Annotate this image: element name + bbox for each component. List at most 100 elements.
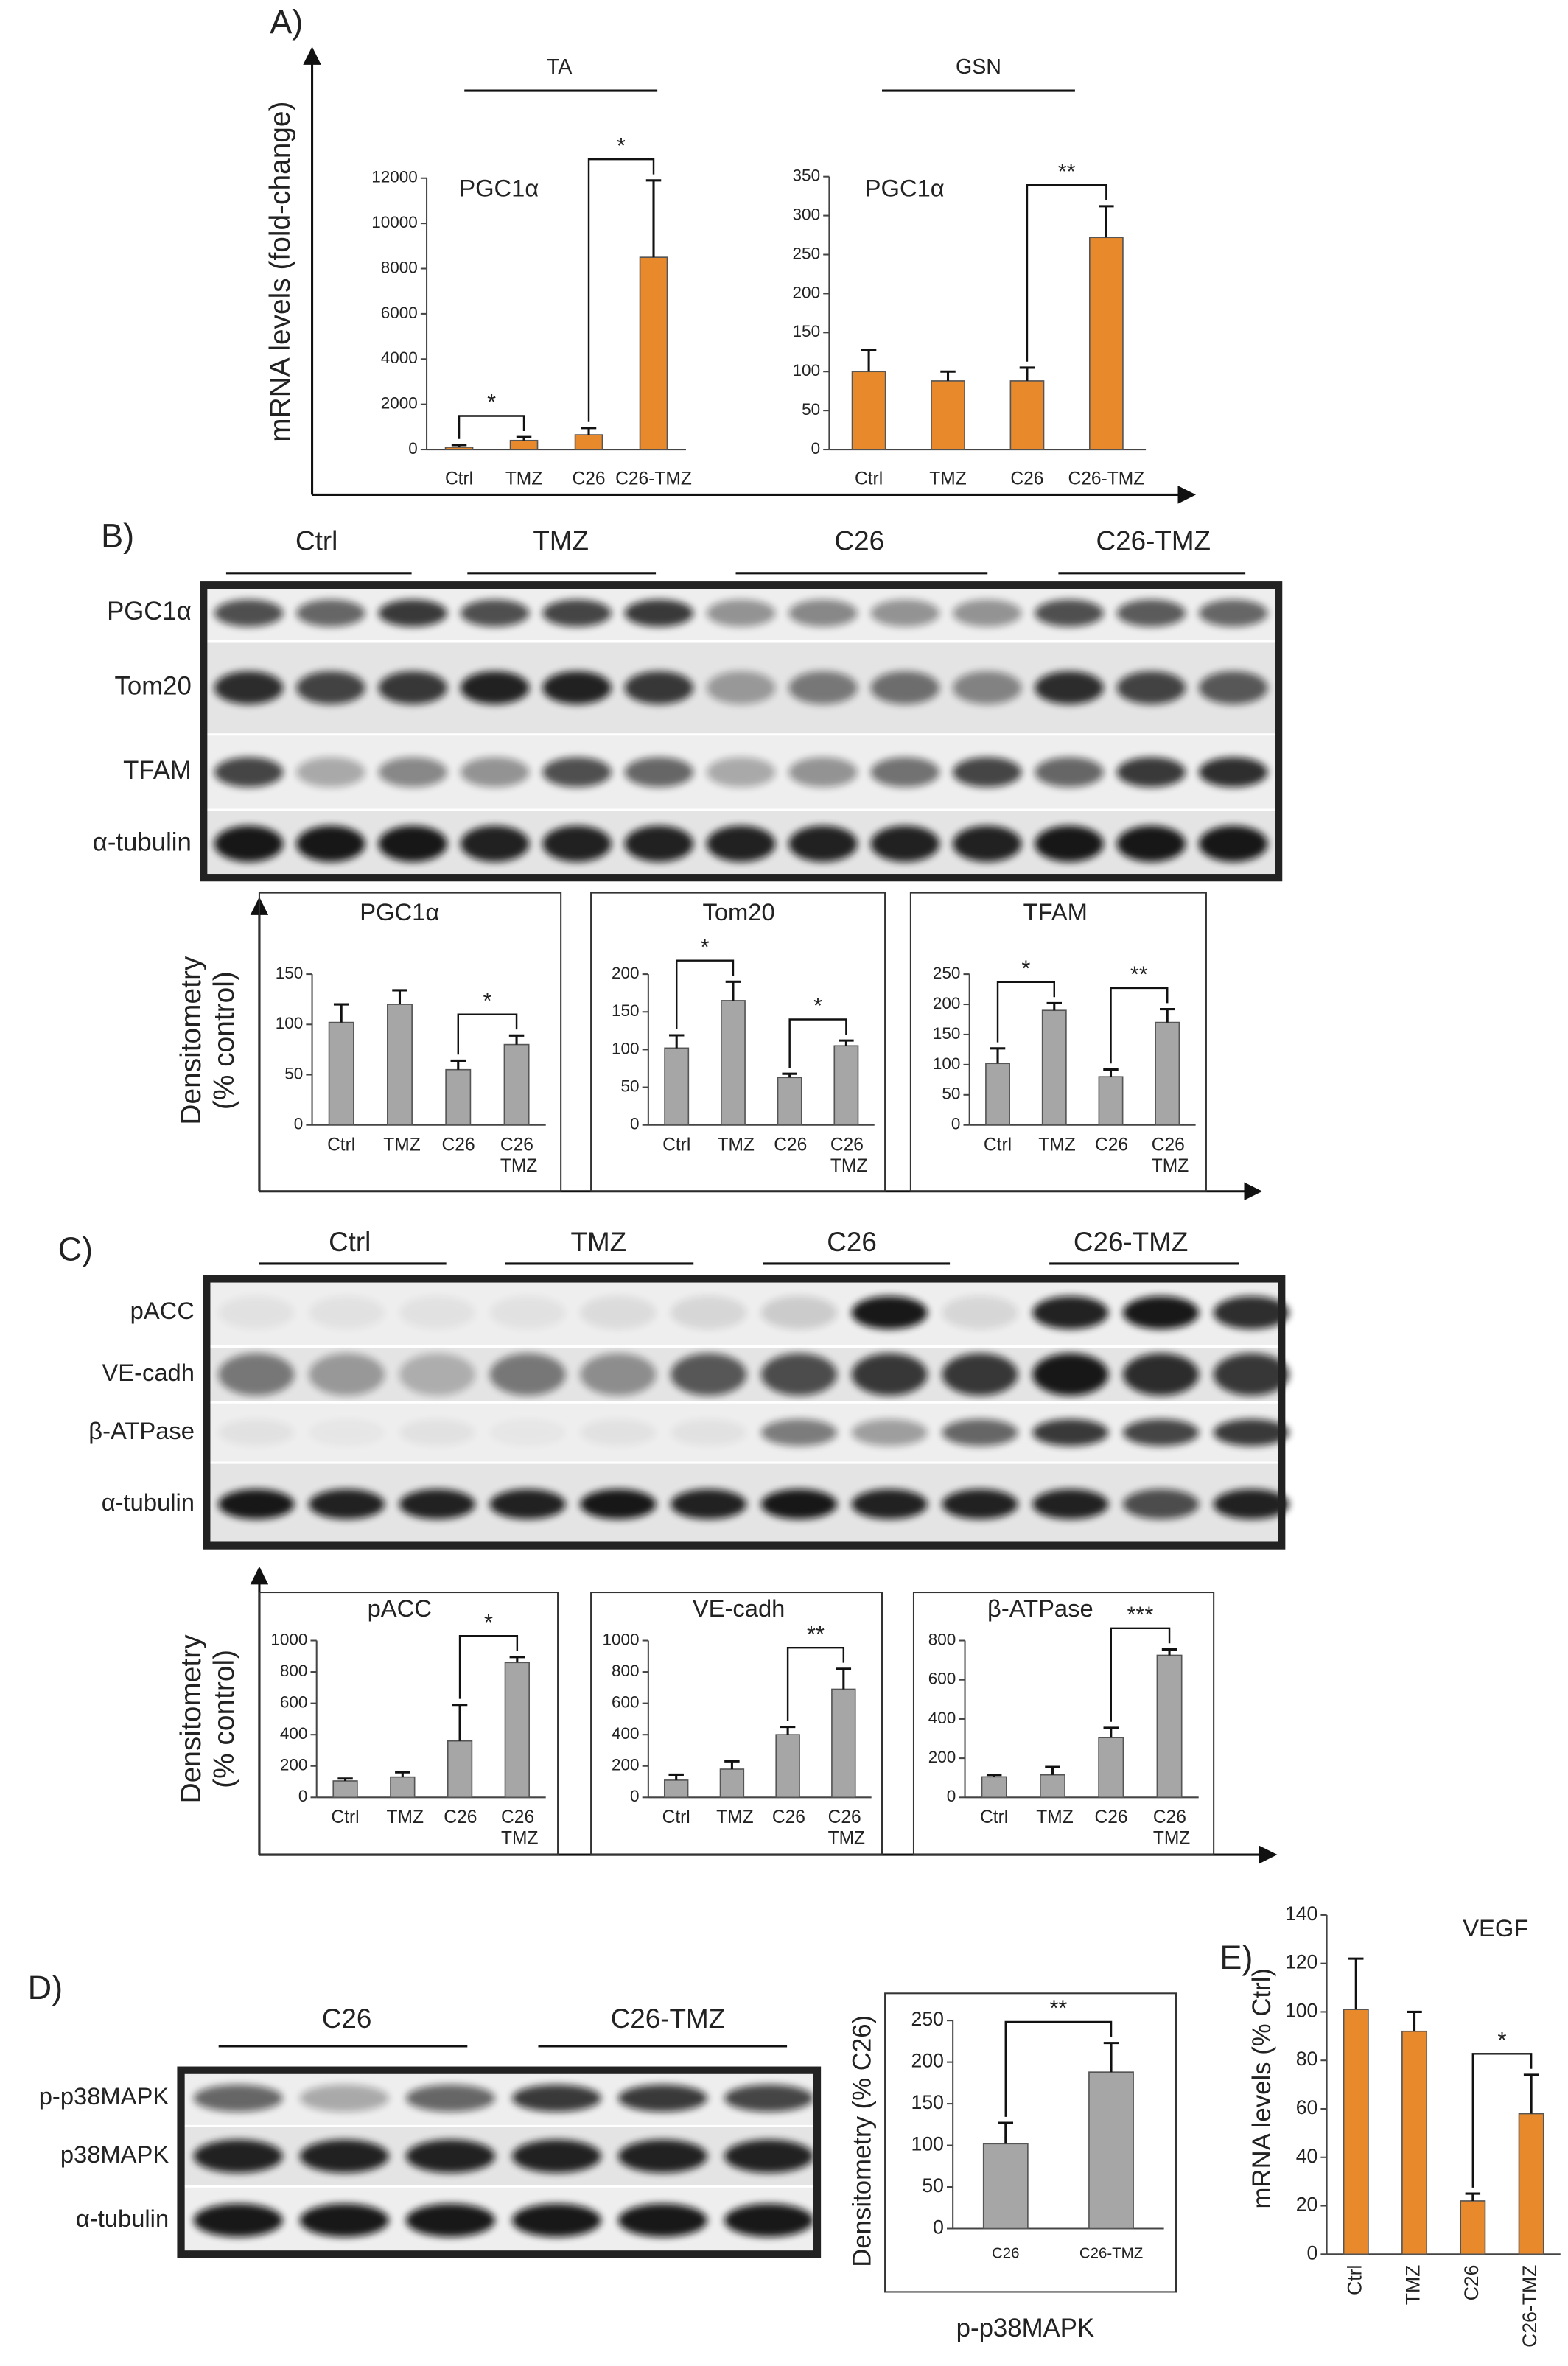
blot-row xyxy=(181,2126,818,2187)
error-bar xyxy=(1103,1726,1119,1738)
x-tick-label: Ctrl xyxy=(662,1134,691,1155)
bar xyxy=(777,1077,802,1126)
blot-band xyxy=(1122,1295,1200,1329)
y-tick-label: 140 xyxy=(1285,1903,1317,1925)
y-axis-label: (% control) xyxy=(209,971,240,1110)
y-tick-label: 0 xyxy=(294,1115,304,1133)
x-tick-label-box: Ctrl xyxy=(980,1807,1008,1828)
y-tick-label: 0 xyxy=(630,1787,640,1805)
y-tick-label: 400 xyxy=(612,1724,640,1743)
significance-bracket xyxy=(458,1634,519,1699)
bar xyxy=(1098,1076,1124,1126)
blot-row-label: TFAM xyxy=(123,757,192,785)
blot-band xyxy=(1116,671,1186,704)
bar xyxy=(1518,2113,1544,2255)
y-tick-label: 200 xyxy=(612,964,640,982)
blot-band xyxy=(1116,757,1186,788)
blot-band xyxy=(1035,599,1104,627)
x-tick-label: Ctrl xyxy=(855,469,883,489)
blot-band xyxy=(511,2139,601,2173)
y-tick-label: 12000 xyxy=(371,168,418,186)
x-tick-label: TMZ xyxy=(1402,2265,1424,2306)
error-bar xyxy=(782,1072,797,1078)
significance-bracket xyxy=(458,415,525,439)
blot-band xyxy=(296,825,365,862)
blot-band xyxy=(706,671,776,704)
blot-band xyxy=(399,1295,475,1329)
blot-band xyxy=(1213,1488,1289,1519)
bar xyxy=(504,1662,530,1799)
y-tick-label: 100 xyxy=(933,1054,961,1073)
blot-row xyxy=(181,2070,818,2127)
x-tick-label: TMZ xyxy=(717,1134,755,1155)
bar xyxy=(445,1068,472,1126)
blot-band xyxy=(1035,757,1104,788)
error-bar xyxy=(1523,2073,1539,2114)
blot-band xyxy=(624,599,694,627)
bar xyxy=(833,1045,859,1126)
x-tick-label-box: C26 TMZ xyxy=(1153,1807,1190,1849)
bar xyxy=(1401,2030,1428,2255)
blot-band xyxy=(724,2085,814,2112)
x-tick-label: TMZ xyxy=(929,469,966,489)
bar xyxy=(775,1734,800,1799)
significance-bracket xyxy=(1110,987,1169,1064)
significance-label: *** xyxy=(1127,1602,1153,1628)
blot-band xyxy=(460,671,530,704)
bar xyxy=(985,1063,1010,1126)
bar xyxy=(1098,1737,1124,1799)
bar xyxy=(663,1779,689,1799)
bar xyxy=(387,1004,413,1126)
significance-bracket xyxy=(1471,2053,1533,2188)
blot-band xyxy=(460,825,530,862)
x-tick-label: C26 xyxy=(771,1806,805,1828)
blot-band xyxy=(870,825,940,862)
x-tick-label: C26 xyxy=(441,1134,475,1155)
y-tick-label: 150 xyxy=(933,1024,961,1043)
bar xyxy=(503,1043,530,1126)
error-bar xyxy=(990,1047,1006,1064)
x-tick-label: Ctrl xyxy=(445,469,473,489)
blot-row-label: β-ATPase xyxy=(88,1417,195,1444)
y-tick-label: 0 xyxy=(1307,2241,1318,2264)
blot-band xyxy=(1035,671,1104,704)
y-axis-label: mRNA levels (fold-change) xyxy=(265,102,296,442)
error-bar xyxy=(839,1039,854,1046)
chart-frame xyxy=(258,1592,559,1856)
x-tick-label-box: C26 xyxy=(1095,1807,1128,1828)
blot-band xyxy=(1198,599,1268,627)
blot-row xyxy=(181,2186,818,2255)
blot-band xyxy=(1198,671,1268,704)
x-tick-label: C26 xyxy=(1010,469,1043,489)
chart-frame xyxy=(258,892,562,1192)
panel-label: D) xyxy=(28,1969,63,2006)
blot-band xyxy=(1116,825,1186,862)
blot-band xyxy=(942,1353,1018,1396)
y-tick-label: 0 xyxy=(630,1115,640,1133)
group-label: TA xyxy=(547,55,573,79)
blot-band xyxy=(617,2203,707,2237)
y-tick-label: 1000 xyxy=(603,1630,640,1648)
blot-band xyxy=(1116,599,1186,627)
y-tick-label: 150 xyxy=(276,964,304,982)
chart-frame xyxy=(590,892,886,1192)
blot-band xyxy=(870,599,940,627)
blot-band xyxy=(218,1295,295,1329)
x-tick-label-box: C26 xyxy=(444,1807,477,1828)
error-bar xyxy=(1103,1068,1119,1077)
bar xyxy=(719,1768,745,1799)
error-bar xyxy=(940,370,956,381)
y-tick-label: 200 xyxy=(612,1756,640,1774)
significance-bracket xyxy=(587,158,655,422)
y-tick-label: 1000 xyxy=(270,1630,307,1648)
blot-frame xyxy=(177,2066,822,2258)
panel-label: B) xyxy=(101,517,134,555)
blot-band xyxy=(706,757,776,788)
blot-band xyxy=(299,2203,389,2237)
y-tick-label: 600 xyxy=(280,1693,308,1712)
y-axis-label: mRNA levels (% Ctrl) xyxy=(1248,1968,1276,2208)
blot-group-label: C26 xyxy=(322,2003,372,2034)
y-tick-label: 800 xyxy=(612,1662,640,1680)
blot-band xyxy=(851,1488,928,1519)
